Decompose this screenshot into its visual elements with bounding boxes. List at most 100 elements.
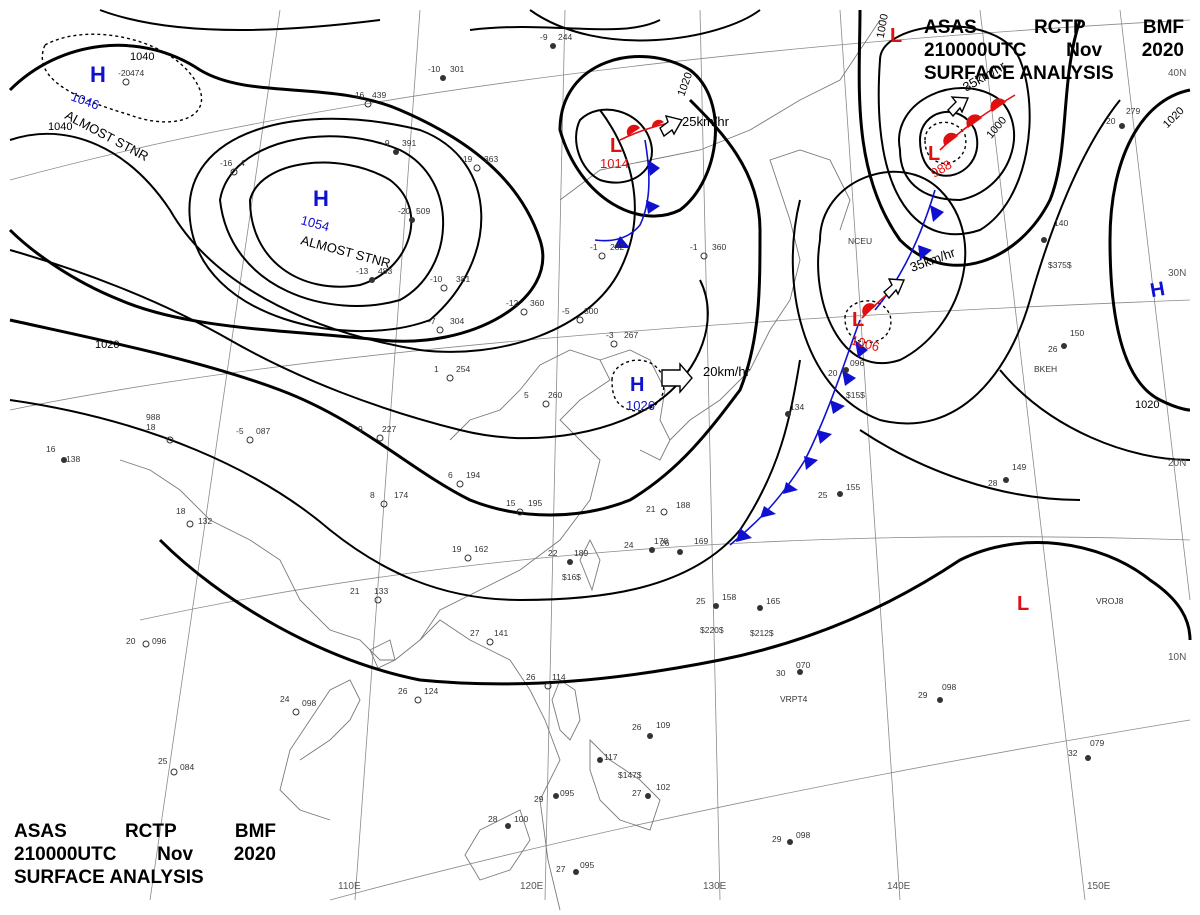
- station-plot: 24 178: [624, 536, 668, 553]
- svg-text:079: 079: [1090, 738, 1104, 748]
- station-plot: 22 189: [548, 548, 588, 565]
- svg-text:282: 282: [610, 242, 624, 252]
- svg-text:27: 27: [632, 788, 642, 798]
- svg-text:28: 28: [988, 478, 998, 488]
- svg-text:21: 21: [646, 504, 656, 514]
- station-plot: -7 304: [428, 316, 464, 334]
- isobar: [918, 111, 979, 177]
- svg-text:363: 363: [484, 154, 498, 164]
- station-plot: 117: [597, 752, 618, 763]
- station-plot: 24 098: [280, 694, 316, 716]
- station-plot: 29 098: [918, 682, 956, 703]
- svg-text:174: 174: [394, 490, 408, 500]
- svg-text:8: 8: [370, 490, 375, 500]
- ship-id: BKEH: [1034, 364, 1057, 374]
- svg-text:22: 22: [548, 548, 558, 558]
- station-plot: 27 095: [556, 860, 594, 875]
- station-plot: 140: [1041, 218, 1068, 243]
- svg-text:162: 162: [474, 544, 488, 554]
- lat-label: 40N: [1168, 68, 1186, 79]
- chart-header-top: ASAS RCTP BMF 210000UTC Nov 2020 SURFACE ANA…: [924, 16, 1184, 85]
- svg-text:149: 149: [1012, 462, 1026, 472]
- isobar: [877, 25, 1031, 236]
- svg-text:-9: -9: [382, 138, 390, 148]
- isobar: [9, 98, 762, 517]
- svg-text:158: 158: [722, 592, 736, 602]
- isobar: [218, 135, 445, 307]
- station-plot: 26 109: [632, 720, 670, 739]
- isobar: [999, 369, 1191, 461]
- ship-id: $147$: [618, 770, 642, 780]
- low-pressure-value: 1014: [600, 156, 629, 171]
- svg-text:15: 15: [506, 498, 516, 508]
- station-plot: 25 084: [158, 756, 194, 776]
- ship-id: NCEU: [848, 236, 872, 246]
- svg-text:4: 4: [240, 158, 245, 168]
- isobar: [817, 170, 967, 364]
- ship-id: $16$: [562, 572, 581, 582]
- cold-front-barb: [614, 236, 630, 248]
- station-plot: -5 087: [236, 426, 270, 444]
- high-pressure-value: 1054: [299, 212, 331, 234]
- low-pressure-value: 1006: [849, 332, 881, 354]
- coast-hainan: [369, 639, 396, 669]
- fronts: [594, 94, 1016, 546]
- svg-text:381: 381: [456, 274, 470, 284]
- isobar: [611, 359, 665, 412]
- svg-text:27: 27: [556, 864, 566, 874]
- station-plot: -5 300: [562, 306, 598, 324]
- svg-text:26: 26: [526, 672, 536, 682]
- lon-label: 120E: [520, 881, 544, 892]
- svg-text:16: 16: [46, 444, 56, 454]
- svg-text:20: 20: [126, 636, 136, 646]
- motion-label: 20km/hr: [703, 364, 751, 379]
- station-plot: 32 079: [1068, 738, 1104, 761]
- svg-text:117: 117: [604, 752, 618, 762]
- isobar: [924, 121, 967, 165]
- svg-text:254: 254: [456, 364, 470, 374]
- header-month: Nov: [1066, 40, 1103, 61]
- station-plot: 8 174: [370, 490, 408, 508]
- isobar: [9, 109, 636, 353]
- isobar: [41, 33, 203, 123]
- header-month: Nov: [157, 844, 194, 865]
- svg-text:150: 150: [1070, 328, 1084, 338]
- svg-text:195: 195: [528, 498, 542, 508]
- svg-text:098: 098: [942, 682, 956, 692]
- ship-id: $375$: [1048, 260, 1072, 270]
- svg-text:26: 26: [632, 722, 642, 732]
- svg-text:27: 27: [470, 628, 480, 638]
- station-plot: 21 133: [350, 586, 388, 604]
- cold-front-barb: [842, 370, 856, 386]
- svg-text:9: 9: [358, 424, 363, 434]
- svg-text:-10: -10: [428, 64, 441, 74]
- cold-front-barb: [648, 160, 660, 176]
- svg-text:20: 20: [828, 368, 838, 378]
- station-plot: -20 474: [118, 68, 144, 86]
- isobar: [558, 55, 717, 218]
- header-time: 210000UTC: [14, 844, 117, 865]
- svg-text:227: 227: [382, 424, 396, 434]
- svg-text:-5: -5: [562, 306, 570, 316]
- isobar-label: 1020: [95, 339, 119, 351]
- svg-text:439: 439: [372, 90, 386, 100]
- svg-text:114: 114: [552, 672, 566, 682]
- header-title: SURFACE ANALYSIS: [14, 867, 204, 888]
- coast-china: [419, 349, 611, 641]
- svg-text:20: 20: [1106, 116, 1116, 126]
- station-plot: -12 360: [506, 298, 544, 316]
- isobar-label: 1040: [130, 51, 154, 63]
- svg-text:096: 096: [152, 636, 166, 646]
- header-type: BMF: [1142, 17, 1184, 38]
- warm-front-bump: [990, 98, 1006, 112]
- svg-text:26: 26: [1048, 344, 1058, 354]
- svg-text:267: 267: [624, 330, 638, 340]
- svg-text:-1: -1: [590, 242, 598, 252]
- motion-arrows: [659, 96, 970, 394]
- cold-front-barb: [855, 340, 868, 358]
- lon-label: 140E: [887, 881, 911, 892]
- station-plot: 25 158: [696, 592, 736, 609]
- isobars: [8, 9, 1192, 686]
- station-plot: 20 096: [126, 636, 166, 648]
